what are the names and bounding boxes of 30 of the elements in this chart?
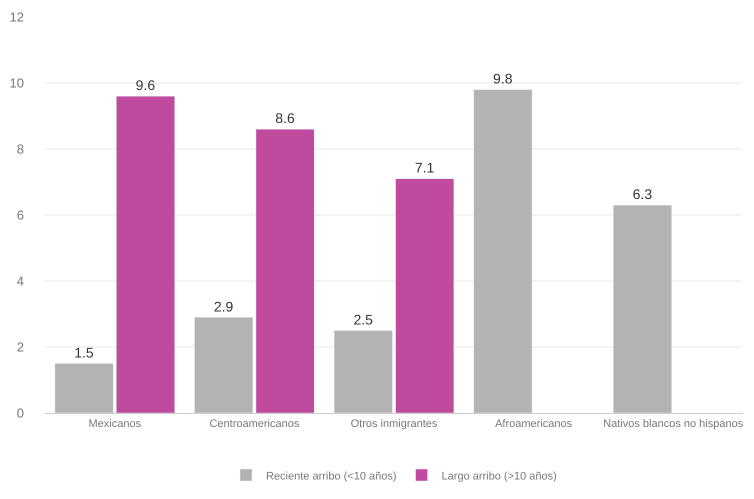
bar [116, 96, 175, 413]
bar [54, 363, 114, 413]
data-label: 7.1 [414, 160, 435, 176]
data-label: 2.5 [353, 312, 374, 328]
legend-label: Reciente arribo (<10 años) [266, 470, 397, 482]
bar [334, 330, 393, 413]
bar [256, 128, 315, 413]
x-tick-label: Otros inmigrantes [350, 418, 438, 430]
bar [194, 317, 254, 413]
bar [613, 204, 672, 413]
data-label: 2.9 [214, 298, 234, 314]
x-tick-label: Centroamericanos [209, 418, 300, 430]
bar [395, 178, 454, 413]
y-tick-label: 6 [16, 208, 24, 223]
y-tick-label: 12 [10, 10, 24, 25]
data-label: 9.8 [493, 70, 513, 87]
data-label: 9.6 [136, 77, 156, 94]
legend-label: Largo arribo (>10 años) [442, 470, 557, 482]
y-tick-label: 8 [16, 142, 24, 157]
data-label: 1.5 [74, 344, 94, 360]
data-label: 8.6 [275, 110, 295, 126]
y-tick-label: 0 [16, 406, 24, 421]
data-label: 6.3 [632, 186, 652, 202]
y-tick-label: 4 [16, 274, 24, 289]
x-tick-label: Afroamericanos [495, 418, 573, 430]
bar [473, 89, 532, 413]
x-tick-label: Mexicanos [88, 418, 142, 430]
x-tick-label: Nativos blancos no hispanos [603, 418, 744, 430]
y-tick-label: 2 [16, 340, 24, 355]
y-tick-label: 10 [10, 76, 24, 91]
